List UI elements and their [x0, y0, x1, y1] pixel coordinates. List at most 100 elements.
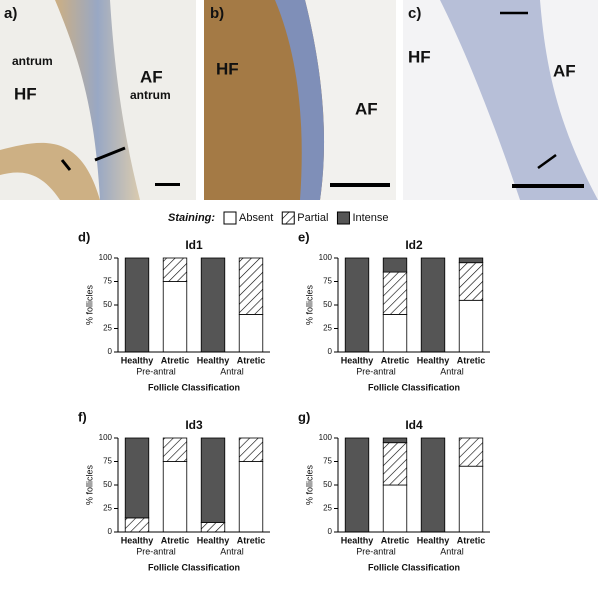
y-tick-label: 100 — [99, 433, 113, 442]
bar-segment — [124, 517, 150, 533]
y-tick-label: 75 — [103, 457, 112, 466]
bar-segment — [382, 437, 408, 444]
bar-segment — [162, 461, 188, 533]
x-tick-label: Healthy — [341, 535, 374, 545]
bar-segment — [458, 299, 484, 353]
panel-label: b) — [210, 5, 224, 22]
bar-segment — [238, 461, 264, 533]
group-label: Antral — [440, 546, 464, 556]
legend-label: Intense — [352, 212, 388, 224]
group-label: Antral — [220, 546, 244, 556]
micrograph-label: HF — [408, 47, 431, 66]
bar-segment — [458, 262, 484, 301]
micrograph-label: antrum — [130, 88, 171, 102]
y-tick-label: 75 — [323, 457, 332, 466]
legend-swatch — [223, 211, 237, 225]
x-axis-label: Follicle Classification — [148, 382, 240, 392]
x-tick-label: Healthy — [197, 535, 230, 545]
bar-segment — [124, 437, 150, 519]
y-tick-label: 50 — [323, 300, 332, 309]
panel-label: f) — [78, 409, 87, 424]
bar-segment — [344, 257, 370, 353]
x-tick-label: Atretic — [457, 355, 486, 365]
bar-segment — [458, 437, 484, 467]
y-tick-label: 75 — [103, 277, 112, 286]
bar-segment — [238, 313, 264, 353]
legend-swatch — [281, 211, 295, 225]
bar-segment — [382, 271, 408, 315]
y-tick-label: 50 — [103, 300, 112, 309]
x-axis-label: Follicle Classification — [368, 382, 460, 392]
bar-segment — [162, 257, 188, 282]
legend-swatch — [336, 211, 350, 225]
bar-segment — [382, 313, 408, 353]
micrograph-label: HF — [14, 84, 37, 103]
bar-segment — [162, 437, 188, 462]
bar-segment — [344, 437, 370, 533]
x-tick-label: Healthy — [121, 535, 154, 545]
micrograph-label: AF — [140, 67, 163, 86]
micrograph-label: antrum — [12, 54, 53, 68]
y-axis-label: % follicles — [304, 464, 314, 505]
chart-title: Id3 — [185, 418, 203, 432]
x-tick-label: Atretic — [161, 355, 190, 365]
y-tick-label: 25 — [323, 324, 332, 333]
group-label: Pre-antral — [356, 366, 396, 376]
micrograph-b — [204, 0, 396, 200]
panel-label: g) — [298, 409, 310, 424]
group-label: Pre-antral — [356, 546, 396, 556]
bar-segment — [382, 484, 408, 533]
y-tick-label: 25 — [323, 504, 332, 513]
group-label: Pre-antral — [136, 546, 176, 556]
bar-segment — [420, 437, 446, 533]
legend-label: Partial — [297, 212, 328, 224]
x-tick-label: Healthy — [197, 355, 230, 365]
y-tick-label: 25 — [103, 324, 112, 333]
bar-segment — [200, 437, 226, 523]
x-axis-label: Follicle Classification — [148, 562, 240, 572]
micrograph-label: AF — [553, 61, 576, 80]
x-tick-label: Healthy — [417, 535, 450, 545]
bar-segment — [200, 522, 226, 533]
panel-label: e) — [298, 229, 310, 244]
y-tick-label: 0 — [108, 347, 113, 356]
y-tick-label: 100 — [99, 253, 113, 262]
x-tick-label: Atretic — [381, 535, 410, 545]
legend-title: Staining: — [168, 212, 215, 224]
y-axis-label: % follicles — [304, 284, 314, 325]
bar-segment — [458, 257, 484, 264]
group-label: Antral — [440, 366, 464, 376]
x-tick-label: Healthy — [417, 355, 450, 365]
bar-segment — [382, 442, 408, 486]
bar-segment — [162, 281, 188, 353]
legend-label: Absent — [239, 212, 273, 224]
x-tick-label: Atretic — [457, 535, 486, 545]
panel-label: a) — [4, 5, 17, 22]
bar-segment — [200, 257, 226, 353]
chart-title: Id2 — [405, 238, 423, 252]
y-axis-label: % follicles — [84, 284, 94, 325]
x-tick-label: Healthy — [341, 355, 374, 365]
y-tick-label: 50 — [103, 480, 112, 489]
chart-title: Id4 — [405, 418, 423, 432]
micrograph-c — [403, 0, 598, 200]
y-tick-label: 100 — [319, 253, 333, 262]
x-tick-label: Healthy — [121, 355, 154, 365]
y-tick-label: 0 — [328, 527, 333, 536]
group-label: Pre-antral — [136, 366, 176, 376]
micrograph-a — [0, 0, 196, 200]
bar-segment — [124, 257, 150, 353]
group-label: Antral — [220, 366, 244, 376]
y-tick-label: 75 — [323, 277, 332, 286]
micrograph-label: HF — [216, 59, 239, 78]
x-tick-label: Atretic — [237, 535, 266, 545]
y-tick-label: 25 — [103, 504, 112, 513]
micrograph-label: AF — [355, 99, 378, 118]
y-tick-label: 0 — [328, 347, 333, 356]
bar-segment — [382, 257, 408, 273]
x-axis-label: Follicle Classification — [368, 562, 460, 572]
bar-segment — [238, 437, 264, 462]
y-axis-label: % follicles — [84, 464, 94, 505]
bar-segment — [458, 465, 484, 533]
